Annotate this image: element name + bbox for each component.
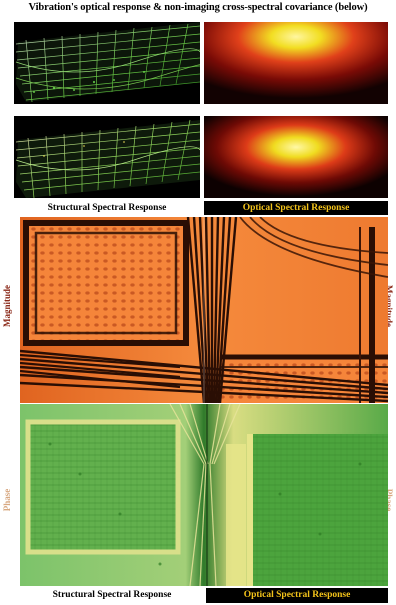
phase-covariance-matrix bbox=[20, 404, 388, 586]
magnitude-pattern bbox=[20, 217, 388, 403]
phase-label-left: Phase bbox=[2, 488, 12, 512]
optical-spectral-response-label-bottom: Optical Spectral Response bbox=[206, 588, 388, 603]
heat-spot-graphic-1 bbox=[204, 22, 388, 104]
heat-spot-graphic-2 bbox=[204, 116, 388, 198]
optical-heat-panel-2 bbox=[204, 116, 388, 198]
optical-spectral-response-label-top: Optical Spectral Response bbox=[204, 201, 388, 215]
optical-heat-panel-1 bbox=[204, 22, 388, 104]
structural-spectral-response-label-bottom: Structural Spectral Response bbox=[20, 588, 204, 603]
phase-pattern bbox=[20, 404, 388, 586]
structural-wireframe-panel-2 bbox=[14, 116, 200, 198]
structural-wireframe-panel-1 bbox=[14, 22, 200, 104]
magnitude-covariance-matrix bbox=[20, 217, 388, 403]
magnitude-label-left: Magnitude bbox=[2, 285, 12, 328]
wireframe-graphic-2 bbox=[14, 116, 200, 198]
figure-title: Vibration's optical response & non-imagi… bbox=[28, 2, 368, 13]
wireframe-graphic-1 bbox=[14, 22, 200, 104]
structural-spectral-response-label-top: Structural Spectral Response bbox=[14, 201, 200, 215]
